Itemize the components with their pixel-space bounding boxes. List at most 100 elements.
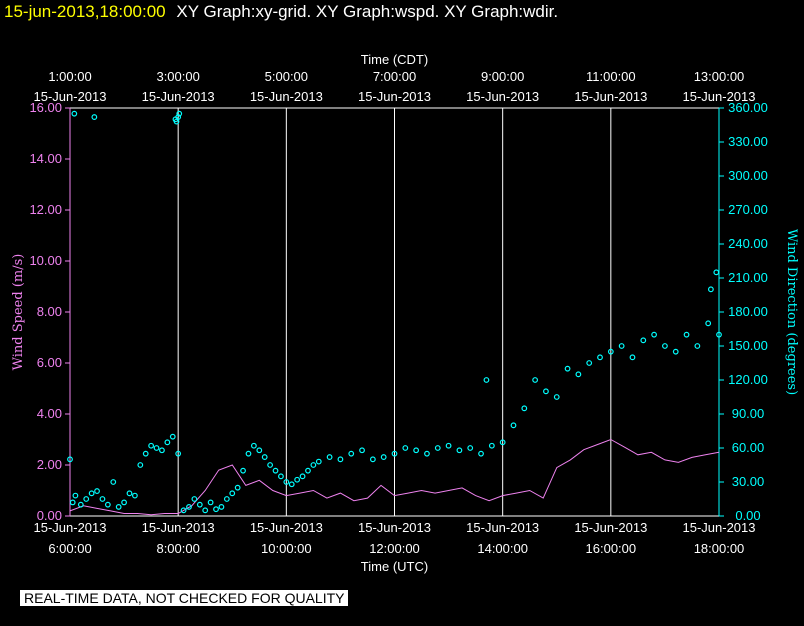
point-wind-direction [564, 365, 571, 372]
point-wind-direction [99, 496, 106, 502]
point-wind-direction [245, 450, 252, 457]
point-wind-direction [310, 462, 317, 468]
point-wind-direction [104, 501, 111, 508]
y-left-tick-label: 4.00 [37, 406, 62, 421]
x-top-tick-time: 7:00:00 [373, 69, 416, 84]
x-bottom-tick-time: 8:00:00 [156, 541, 199, 556]
point-wind-direction [305, 467, 311, 474]
point-wind-direction [69, 499, 76, 506]
point-wind-direction [299, 473, 306, 480]
point-wind-direction [575, 371, 582, 378]
point-wind-direction [694, 343, 701, 349]
x-bottom-axis-title: Time (UTC) [361, 559, 428, 574]
point-wind-direction [445, 442, 452, 449]
point-wind-direction [707, 286, 714, 293]
y-right-tick-label: 0.00 [735, 508, 760, 523]
point-wind-direction [456, 447, 463, 454]
point-wind-direction [234, 484, 241, 491]
x-top-tick-time: 5:00:00 [265, 69, 308, 84]
x-bottom-tick-time: 6:00:00 [48, 541, 91, 556]
point-wind-direction [261, 454, 268, 460]
x-bottom-tick-time: 14:00:00 [477, 541, 528, 556]
y-right-tick-label: 270.00 [728, 202, 768, 217]
point-wind-direction [72, 492, 79, 499]
y-right-tick-label: 150.00 [728, 338, 768, 353]
y-left-tick-label: 0.00 [37, 508, 62, 523]
point-wind-direction [218, 504, 225, 510]
point-wind-direction [586, 360, 593, 366]
point-wind-direction [142, 450, 149, 457]
point-wind-direction [148, 442, 155, 449]
x-top-tick-date: 15-Jun-2013 [466, 89, 539, 104]
y-left-tick-label: 2.00 [37, 457, 62, 472]
point-wind-direction [186, 504, 192, 510]
point-wind-direction [532, 377, 539, 383]
point-wind-direction [250, 442, 257, 449]
x-bottom-tick-time: 16:00:00 [586, 541, 637, 556]
point-wind-direction [94, 488, 100, 494]
x-bottom-tick-date: 15-Jun-2013 [142, 520, 215, 535]
point-wind-direction [716, 331, 722, 338]
x-bottom-tick-date: 15-Jun-2013 [358, 520, 431, 535]
y-right-tick-label: 60.00 [732, 440, 765, 455]
y-right-axis-title: Wind Direction (degrees) [784, 229, 799, 395]
point-wind-direction [413, 447, 420, 454]
point-wind-direction [683, 331, 690, 338]
y-right-tick-label: 210.00 [728, 270, 768, 285]
x-bottom-tick-time: 18:00:00 [694, 541, 745, 556]
point-wind-direction [488, 442, 495, 449]
point-wind-direction [499, 439, 506, 446]
point-wind-direction [672, 348, 679, 355]
point-wind-direction [294, 476, 301, 483]
y-left-tick-label: 6.00 [37, 355, 62, 370]
x-top-tick-date: 15-Jun-2013 [142, 89, 215, 104]
point-wind-direction [191, 496, 198, 502]
point-wind-direction [71, 110, 78, 117]
point-wind-direction [402, 445, 409, 451]
x-bottom-tick-date: 15-Jun-2013 [683, 520, 756, 535]
point-wind-direction [164, 439, 171, 446]
point-wind-direction [91, 114, 98, 120]
x-top-tick-date: 15-Jun-2013 [574, 89, 647, 104]
point-wind-direction [121, 499, 127, 506]
point-wind-direction [153, 445, 160, 451]
point-wind-direction [67, 456, 73, 463]
x-bottom-tick-time: 10:00:00 [261, 541, 312, 556]
point-wind-direction [326, 454, 333, 460]
y-right-tick-label: 90.00 [732, 406, 765, 421]
point-wind-direction [213, 506, 219, 513]
point-wind-direction [705, 320, 712, 327]
point-wind-direction [159, 447, 165, 454]
y-right-tick-label: 180.00 [728, 304, 768, 319]
x-bottom-tick-date: 15-Jun-2013 [466, 520, 539, 535]
series-line-wind-speed [69, 438, 720, 516]
y-left-tick-label: 12.00 [29, 202, 62, 217]
point-wind-direction [369, 456, 376, 463]
x-bottom-tick-date: 15-Jun-2013 [574, 520, 647, 535]
x-bottom-tick-date: 15-Jun-2013 [34, 520, 107, 535]
point-wind-direction [126, 490, 133, 497]
y-left-tick-label: 16.00 [29, 100, 62, 115]
point-wind-direction [288, 481, 295, 488]
y-left-axis-title: Wind Speed (m/s) [11, 254, 26, 371]
x-top-tick-time: 3:00:00 [156, 69, 199, 84]
chart-header: 15-jun-2013,18:00:00 XY Graph:xy-grid. X… [4, 2, 558, 22]
point-wind-direction [391, 450, 398, 457]
x-top-tick-time: 11:00:00 [586, 69, 636, 84]
point-wind-direction [175, 450, 182, 457]
point-wind-direction [640, 337, 647, 344]
point-wind-direction [175, 114, 182, 120]
x-top-tick-date: 15-Jun-2013 [358, 89, 431, 104]
point-wind-direction [348, 450, 355, 457]
point-wind-direction [618, 343, 625, 349]
point-wind-direction [467, 445, 474, 451]
point-wind-direction [110, 479, 117, 485]
point-wind-direction [176, 110, 183, 117]
point-wind-direction [196, 501, 203, 508]
point-wind-direction [543, 388, 549, 395]
point-wind-direction [283, 479, 290, 485]
point-wind-direction [510, 422, 517, 429]
quality-notice: REAL-TIME DATA, NOT CHECKED FOR QUALITY [20, 590, 349, 606]
point-wind-direction [662, 343, 668, 349]
point-wind-direction [169, 433, 176, 440]
